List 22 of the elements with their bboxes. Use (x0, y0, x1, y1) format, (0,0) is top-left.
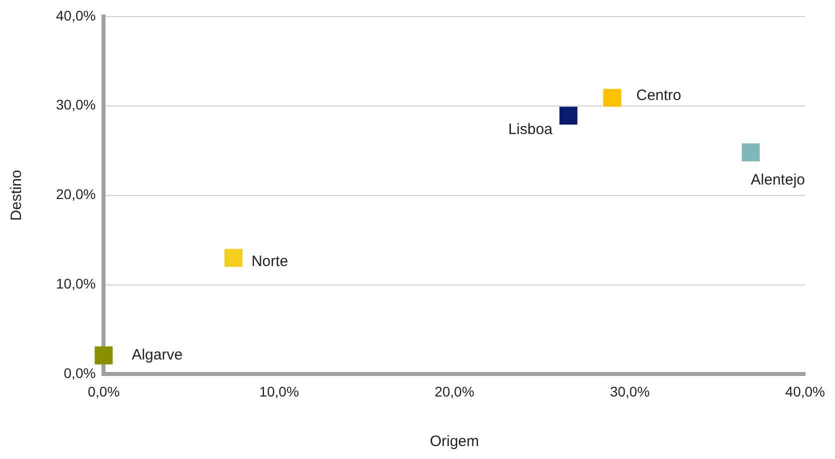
series-label: Alentejo (750, 172, 806, 189)
x-tick-label: 20,0% (434, 383, 474, 400)
y-axis-title: Destino (8, 170, 26, 221)
x-tick-label: 40,0% (785, 383, 826, 400)
y-tick-label: 20,0% (56, 186, 96, 202)
series-label: Algarve (132, 346, 183, 364)
y-tick-label: 30,0% (56, 96, 96, 113)
point (94, 346, 113, 364)
series-label: Norte (251, 253, 288, 270)
point (603, 88, 622, 107)
y-tick-label: 40,0% (56, 7, 96, 24)
x-tick-label: 0,0% (88, 383, 120, 400)
y-tick-label: 0,0% (64, 365, 96, 382)
y-tick-label: 10,0% (56, 276, 96, 292)
point (559, 106, 578, 125)
point (742, 143, 760, 162)
x-axis-title: Origem (430, 433, 480, 450)
series-label: Lisboa (508, 120, 554, 138)
x-tick-label: 30,0% (610, 383, 650, 400)
series-label: Centro (636, 86, 682, 104)
point (224, 248, 242, 267)
x-tick-label: 10,0% (259, 383, 299, 400)
